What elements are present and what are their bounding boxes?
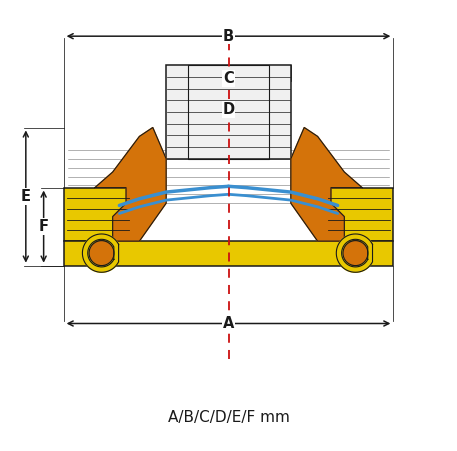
Text: D: D bbox=[223, 102, 234, 117]
Text: B: B bbox=[223, 29, 234, 44]
Circle shape bbox=[89, 241, 114, 266]
Text: F: F bbox=[39, 219, 48, 234]
Bar bbox=[324, 188, 393, 241]
Polygon shape bbox=[336, 234, 372, 272]
Text: A: A bbox=[223, 316, 234, 331]
Circle shape bbox=[343, 241, 368, 266]
Bar bbox=[166, 65, 291, 159]
Bar bbox=[64, 188, 133, 241]
Text: E: E bbox=[21, 189, 31, 204]
Bar bbox=[188, 65, 269, 159]
Polygon shape bbox=[95, 128, 166, 241]
Text: A/B/C/D/E/F mm: A/B/C/D/E/F mm bbox=[168, 410, 289, 424]
Text: C: C bbox=[223, 71, 234, 86]
Bar bbox=[64, 241, 393, 266]
Polygon shape bbox=[291, 128, 362, 241]
Polygon shape bbox=[82, 234, 119, 272]
